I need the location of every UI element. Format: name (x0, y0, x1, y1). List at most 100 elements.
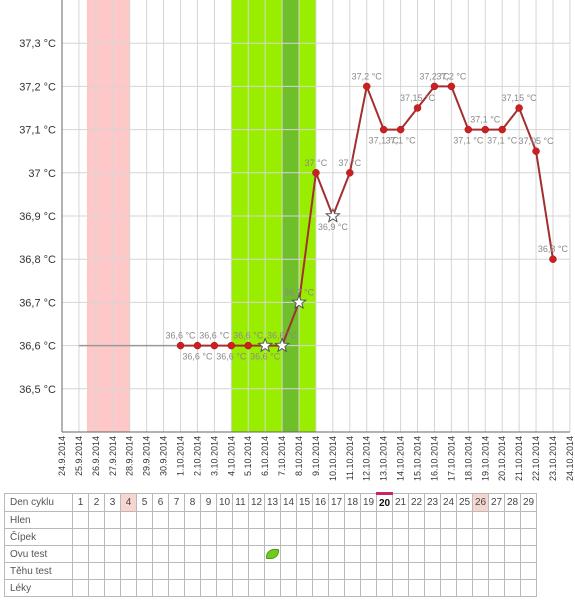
entry-cell[interactable] (200, 511, 217, 529)
entry-cell[interactable] (440, 511, 457, 529)
entry-cell[interactable] (488, 545, 505, 563)
entry-cell[interactable] (376, 562, 393, 580)
entry-cell[interactable] (120, 528, 137, 546)
entry-cell[interactable] (504, 545, 521, 563)
entry-cell[interactable] (344, 562, 361, 580)
entry-cell[interactable] (136, 545, 153, 563)
entry-cell[interactable] (152, 511, 169, 529)
entry-cell[interactable] (232, 562, 249, 580)
entry-cell[interactable] (504, 579, 521, 597)
entry-cell[interactable] (168, 562, 185, 580)
entry-cell[interactable] (360, 511, 377, 529)
entry-cell[interactable] (328, 579, 345, 597)
entry-cell[interactable] (184, 562, 201, 580)
entry-cell[interactable] (232, 579, 249, 597)
entry-cell[interactable] (504, 511, 521, 529)
entry-cell[interactable] (312, 511, 329, 529)
entry-cell[interactable] (200, 545, 217, 563)
entry-cell[interactable] (120, 579, 137, 597)
entry-cell[interactable] (408, 562, 425, 580)
entry-cell[interactable] (424, 562, 441, 580)
entry-cell[interactable] (136, 528, 153, 546)
entry-cell[interactable] (344, 528, 361, 546)
entry-cell[interactable] (280, 511, 297, 529)
entry-cell[interactable] (344, 579, 361, 597)
entry-cell[interactable] (120, 562, 137, 580)
entry-cell[interactable] (200, 562, 217, 580)
entry-cell[interactable] (520, 545, 537, 563)
entry-cell[interactable] (104, 562, 121, 580)
entry-cell[interactable] (344, 511, 361, 529)
entry-cell[interactable] (216, 545, 233, 563)
entry-cell[interactable] (216, 579, 233, 597)
entry-cell[interactable] (88, 562, 105, 580)
entry-cell[interactable] (520, 579, 537, 597)
entry-cell[interactable] (296, 511, 313, 529)
entry-cell[interactable] (280, 545, 297, 563)
entry-cell[interactable] (472, 579, 489, 597)
entry-cell[interactable] (360, 579, 377, 597)
entry-cell[interactable] (424, 579, 441, 597)
entry-cell[interactable] (88, 511, 105, 529)
entry-cell[interactable] (104, 528, 121, 546)
entry-cell[interactable] (344, 545, 361, 563)
entry-cell[interactable] (72, 528, 89, 546)
entry-cell[interactable] (376, 528, 393, 546)
entry-cell[interactable] (88, 528, 105, 546)
entry-cell[interactable] (392, 579, 409, 597)
entry-cell[interactable] (184, 528, 201, 546)
entry-cell[interactable] (168, 511, 185, 529)
entry-cell[interactable] (456, 562, 473, 580)
entry-cell[interactable] (472, 545, 489, 563)
entry-cell[interactable] (456, 579, 473, 597)
entry-cell[interactable] (72, 511, 89, 529)
entry-cell[interactable] (392, 528, 409, 546)
entry-cell[interactable] (312, 579, 329, 597)
entry-cell[interactable] (184, 545, 201, 563)
entry-cell[interactable] (424, 511, 441, 529)
entry-cell[interactable] (152, 545, 169, 563)
entry-cell[interactable] (504, 528, 521, 546)
entry-cell[interactable] (104, 545, 121, 563)
entry-cell[interactable] (104, 511, 121, 529)
entry-cell[interactable] (424, 545, 441, 563)
entry-cell[interactable] (232, 528, 249, 546)
entry-cell[interactable] (408, 545, 425, 563)
entry-cell[interactable] (440, 562, 457, 580)
entry-cell[interactable] (408, 511, 425, 529)
entry-cell[interactable] (88, 545, 105, 563)
entry-cell[interactable] (280, 528, 297, 546)
entry-cell[interactable] (296, 545, 313, 563)
entry-cell[interactable] (376, 579, 393, 597)
entry-cell[interactable] (248, 511, 265, 529)
entry-cell[interactable] (168, 528, 185, 546)
entry-cell[interactable] (440, 579, 457, 597)
entry-cell[interactable] (360, 545, 377, 563)
entry-cell[interactable] (280, 562, 297, 580)
entry-cell[interactable] (280, 579, 297, 597)
entry-cell[interactable] (488, 579, 505, 597)
entry-cell[interactable] (72, 562, 89, 580)
entry-cell[interactable] (520, 511, 537, 529)
entry-cell[interactable] (104, 579, 121, 597)
entry-cell[interactable] (136, 562, 153, 580)
entry-cell[interactable] (232, 545, 249, 563)
entry-cell[interactable] (72, 579, 89, 597)
entry-cell[interactable] (392, 511, 409, 529)
entry-cell[interactable] (264, 562, 281, 580)
entry-cell[interactable] (392, 545, 409, 563)
entry-cell[interactable] (264, 528, 281, 546)
entry-cell[interactable] (312, 545, 329, 563)
entry-cell[interactable] (376, 545, 393, 563)
entry-cell[interactable] (312, 528, 329, 546)
entry-cell[interactable] (136, 579, 153, 597)
entry-cell[interactable] (472, 511, 489, 529)
entry-cell[interactable] (376, 511, 393, 529)
entry-cell[interactable] (440, 545, 457, 563)
entry-cell[interactable] (488, 562, 505, 580)
entry-cell[interactable] (120, 545, 137, 563)
entry-cell[interactable] (232, 511, 249, 529)
entry-cell[interactable] (200, 528, 217, 546)
entry-cell[interactable] (296, 579, 313, 597)
entry-cell[interactable] (488, 511, 505, 529)
